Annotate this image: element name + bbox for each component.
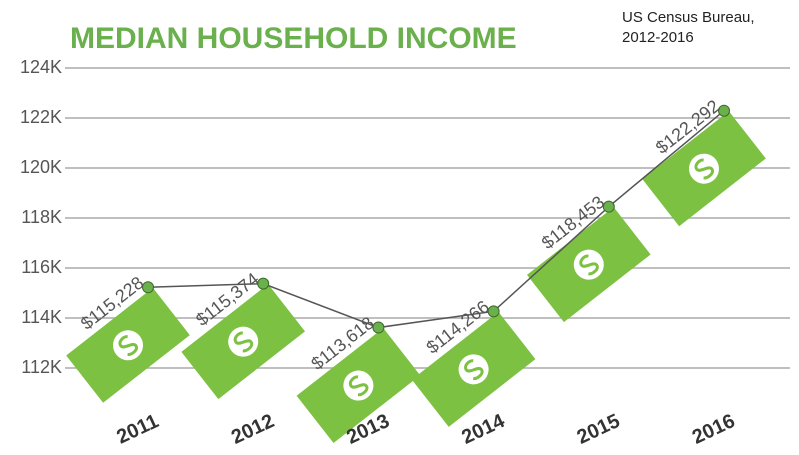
series-line: [147, 110, 725, 329]
y-tick-label: 120K: [20, 157, 62, 177]
y-tick-label: 112K: [21, 357, 62, 377]
point: [142, 281, 154, 294]
y-tick-label: 116K: [21, 257, 62, 277]
point: [372, 321, 385, 334]
dollar-sign: [348, 375, 369, 397]
x-tick-label: 2011: [113, 410, 162, 448]
y-tick-label: 118K: [21, 207, 62, 227]
point: [487, 305, 500, 318]
money-icon: [642, 111, 766, 227]
x-tick-label: 2016: [689, 410, 739, 449]
money-icon: [296, 328, 421, 444]
dollar-sign: [579, 254, 599, 276]
dollar-sign: [118, 335, 139, 357]
y-tick-label: 114K: [21, 307, 62, 327]
dollar-sign: [233, 331, 254, 353]
money-icon: [66, 287, 190, 403]
source-note: US Census Bureau, 2012-2016: [622, 9, 755, 46]
x-tick-label: 2012: [228, 410, 278, 449]
dollar-sign: [464, 359, 484, 381]
x-tick-label: 2014: [458, 410, 508, 449]
y-tick-label: 124K: [20, 57, 62, 77]
money-icon: [411, 311, 536, 427]
y-tick-label: 122K: [20, 107, 62, 127]
money-icon: [181, 284, 306, 400]
money-icon: [526, 207, 651, 323]
dollar-sign: [694, 158, 715, 180]
chart-title: MEDIAN HOUSEHOLD INCOME: [70, 22, 517, 55]
point: [718, 104, 730, 117]
point: [602, 200, 615, 213]
x-tick-label: 2015: [574, 410, 624, 449]
point: [257, 277, 270, 290]
